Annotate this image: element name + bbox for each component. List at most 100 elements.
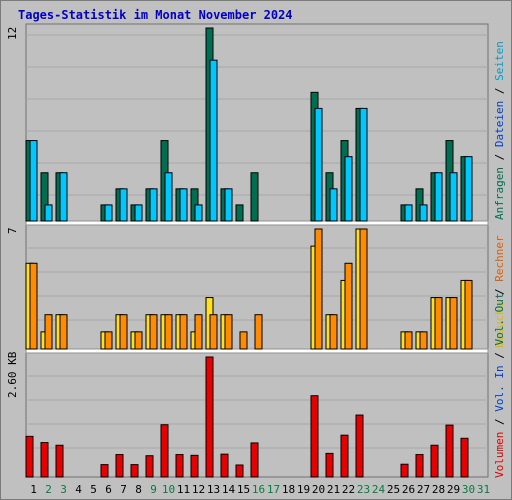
bar-volumen-day-29 xyxy=(445,424,454,478)
bar-rechner-day-2 xyxy=(44,314,53,350)
bar-rechner-day-6 xyxy=(104,331,113,350)
bar-dateien-day-9 xyxy=(149,188,158,222)
x-axis-day-label: 1 xyxy=(30,483,37,496)
bar-anfragen-day-16 xyxy=(250,172,259,222)
bar-rechner-day-23 xyxy=(359,228,368,350)
x-axis-day-label: 19 xyxy=(297,483,310,496)
panel-separator xyxy=(25,348,489,354)
bar-dateien-day-26 xyxy=(404,204,413,222)
bar-rechner-day-1 xyxy=(29,262,38,350)
legend-panel-1: Anfragen / Dateien / Seiten xyxy=(493,41,506,220)
bar-dateien-day-30 xyxy=(464,156,473,222)
x-axis-day-label: 14 xyxy=(222,483,236,496)
bar-rechner-day-12 xyxy=(194,314,203,350)
bar-anfragen-day-15 xyxy=(235,204,244,222)
x-axis-day-label: 9 xyxy=(150,483,157,496)
legend-panel-3: Volumen / Vol. In / Vol. Out xyxy=(493,293,506,478)
bar-dateien-day-3 xyxy=(59,172,68,222)
bar-volumen-day-6 xyxy=(100,464,109,478)
bar-dateien-day-20 xyxy=(314,107,323,222)
bar-rechner-day-26 xyxy=(404,331,413,350)
x-axis-day-label: 30 xyxy=(462,483,475,496)
panel-separator xyxy=(25,220,489,226)
bar-dateien-day-6 xyxy=(104,204,113,222)
x-axis-day-label: 6 xyxy=(105,483,112,496)
bar-dateien-day-21 xyxy=(329,188,338,222)
bar-dateien-day-14 xyxy=(224,188,233,222)
legend-part: Rechner xyxy=(493,235,506,282)
bar-rechner-day-20 xyxy=(314,228,323,350)
legend-part: / xyxy=(493,81,506,101)
bar-volumen-day-28 xyxy=(430,444,439,478)
chart-title: Tages-Statistik im Monat November 2024 xyxy=(18,8,293,22)
bar-volumen-day-22 xyxy=(340,434,349,478)
x-axis-day-label: 26 xyxy=(402,483,415,496)
bar-rechner-day-16 xyxy=(254,314,263,350)
x-axis-day-label: 18 xyxy=(282,483,295,496)
x-axis-day-label: 7 xyxy=(120,483,127,496)
x-axis-day-label: 13 xyxy=(207,483,220,496)
bar-volumen-day-9 xyxy=(145,455,154,478)
x-axis-day-label: 28 xyxy=(432,483,445,496)
x-axis-day-label: 4 xyxy=(75,483,82,496)
bar-dateien-day-11 xyxy=(179,188,188,222)
bar-rechner-day-7 xyxy=(119,314,128,350)
x-axis-day-label: 31 xyxy=(477,483,490,496)
bar-volumen-day-14 xyxy=(220,453,229,478)
bar-dateien-day-28 xyxy=(434,172,443,222)
bar-dateien-day-23 xyxy=(359,107,368,222)
legend-part: Besuche xyxy=(493,302,506,348)
legend-part: / xyxy=(493,412,506,432)
bar-volumen-day-3 xyxy=(55,444,64,478)
y-axis-max-label-panel-3: 2.60 KB xyxy=(6,351,19,398)
bar-dateien-day-29 xyxy=(449,172,458,222)
legend-panel-2: Besuche / Rechner xyxy=(493,235,506,348)
legend-part: Volumen xyxy=(493,432,506,478)
bar-volumen-day-23 xyxy=(355,414,364,478)
bar-rechner-day-14 xyxy=(224,314,233,350)
bar-volumen-day-20 xyxy=(310,395,319,478)
bar-volumen-day-11 xyxy=(175,454,184,478)
legend-part: / xyxy=(493,147,506,167)
bar-volumen-day-13 xyxy=(205,356,214,478)
bar-dateien-day-12 xyxy=(194,204,203,222)
legend-part: Vol. In xyxy=(493,365,506,411)
x-axis-day-label: 5 xyxy=(90,483,97,496)
bar-rechner-day-3 xyxy=(59,314,68,350)
bar-volumen-day-15 xyxy=(235,464,244,478)
bar-rechner-day-15 xyxy=(239,331,248,350)
bar-rechner-day-10 xyxy=(164,314,173,350)
bar-dateien-day-13 xyxy=(209,59,218,222)
x-axis-day-label: 21 xyxy=(327,483,340,496)
bar-volumen-day-26 xyxy=(400,463,409,478)
bar-volumen-day-2 xyxy=(40,442,49,478)
x-axis-day-label: 2 xyxy=(45,483,52,496)
y-axis-max-label-panel-2: 7 xyxy=(6,227,19,234)
bar-dateien-day-22 xyxy=(344,156,353,222)
x-axis-day-label: 8 xyxy=(135,483,142,496)
y-axis-max-label-panel-1: 12 xyxy=(6,27,19,40)
bar-volumen-day-21 xyxy=(325,452,334,478)
x-axis-day-label: 11 xyxy=(177,483,190,496)
x-axis-day-label: 22 xyxy=(342,483,355,496)
bar-volumen-day-7 xyxy=(115,454,124,478)
bar-rechner-day-8 xyxy=(134,331,143,350)
bar-volumen-day-1 xyxy=(25,435,34,478)
bar-volumen-day-30 xyxy=(460,437,469,478)
legend-part: Vol. Out xyxy=(493,293,506,346)
bar-rechner-day-11 xyxy=(179,314,188,350)
legend-part: Dateien xyxy=(493,101,506,147)
bar-rechner-day-21 xyxy=(329,314,338,350)
bar-rechner-day-27 xyxy=(419,331,428,350)
legend-part: Anfragen xyxy=(493,167,506,220)
bar-volumen-day-8 xyxy=(130,464,139,478)
x-axis-day-label: 16 xyxy=(252,483,265,496)
bar-rechner-day-29 xyxy=(449,297,458,350)
bar-dateien-day-2 xyxy=(44,204,53,222)
bar-dateien-day-7 xyxy=(119,188,128,222)
legend-part: / xyxy=(493,282,506,302)
x-axis-day-label: 27 xyxy=(417,483,430,496)
x-axis-day-label: 25 xyxy=(387,483,400,496)
bar-rechner-day-22 xyxy=(344,262,353,350)
